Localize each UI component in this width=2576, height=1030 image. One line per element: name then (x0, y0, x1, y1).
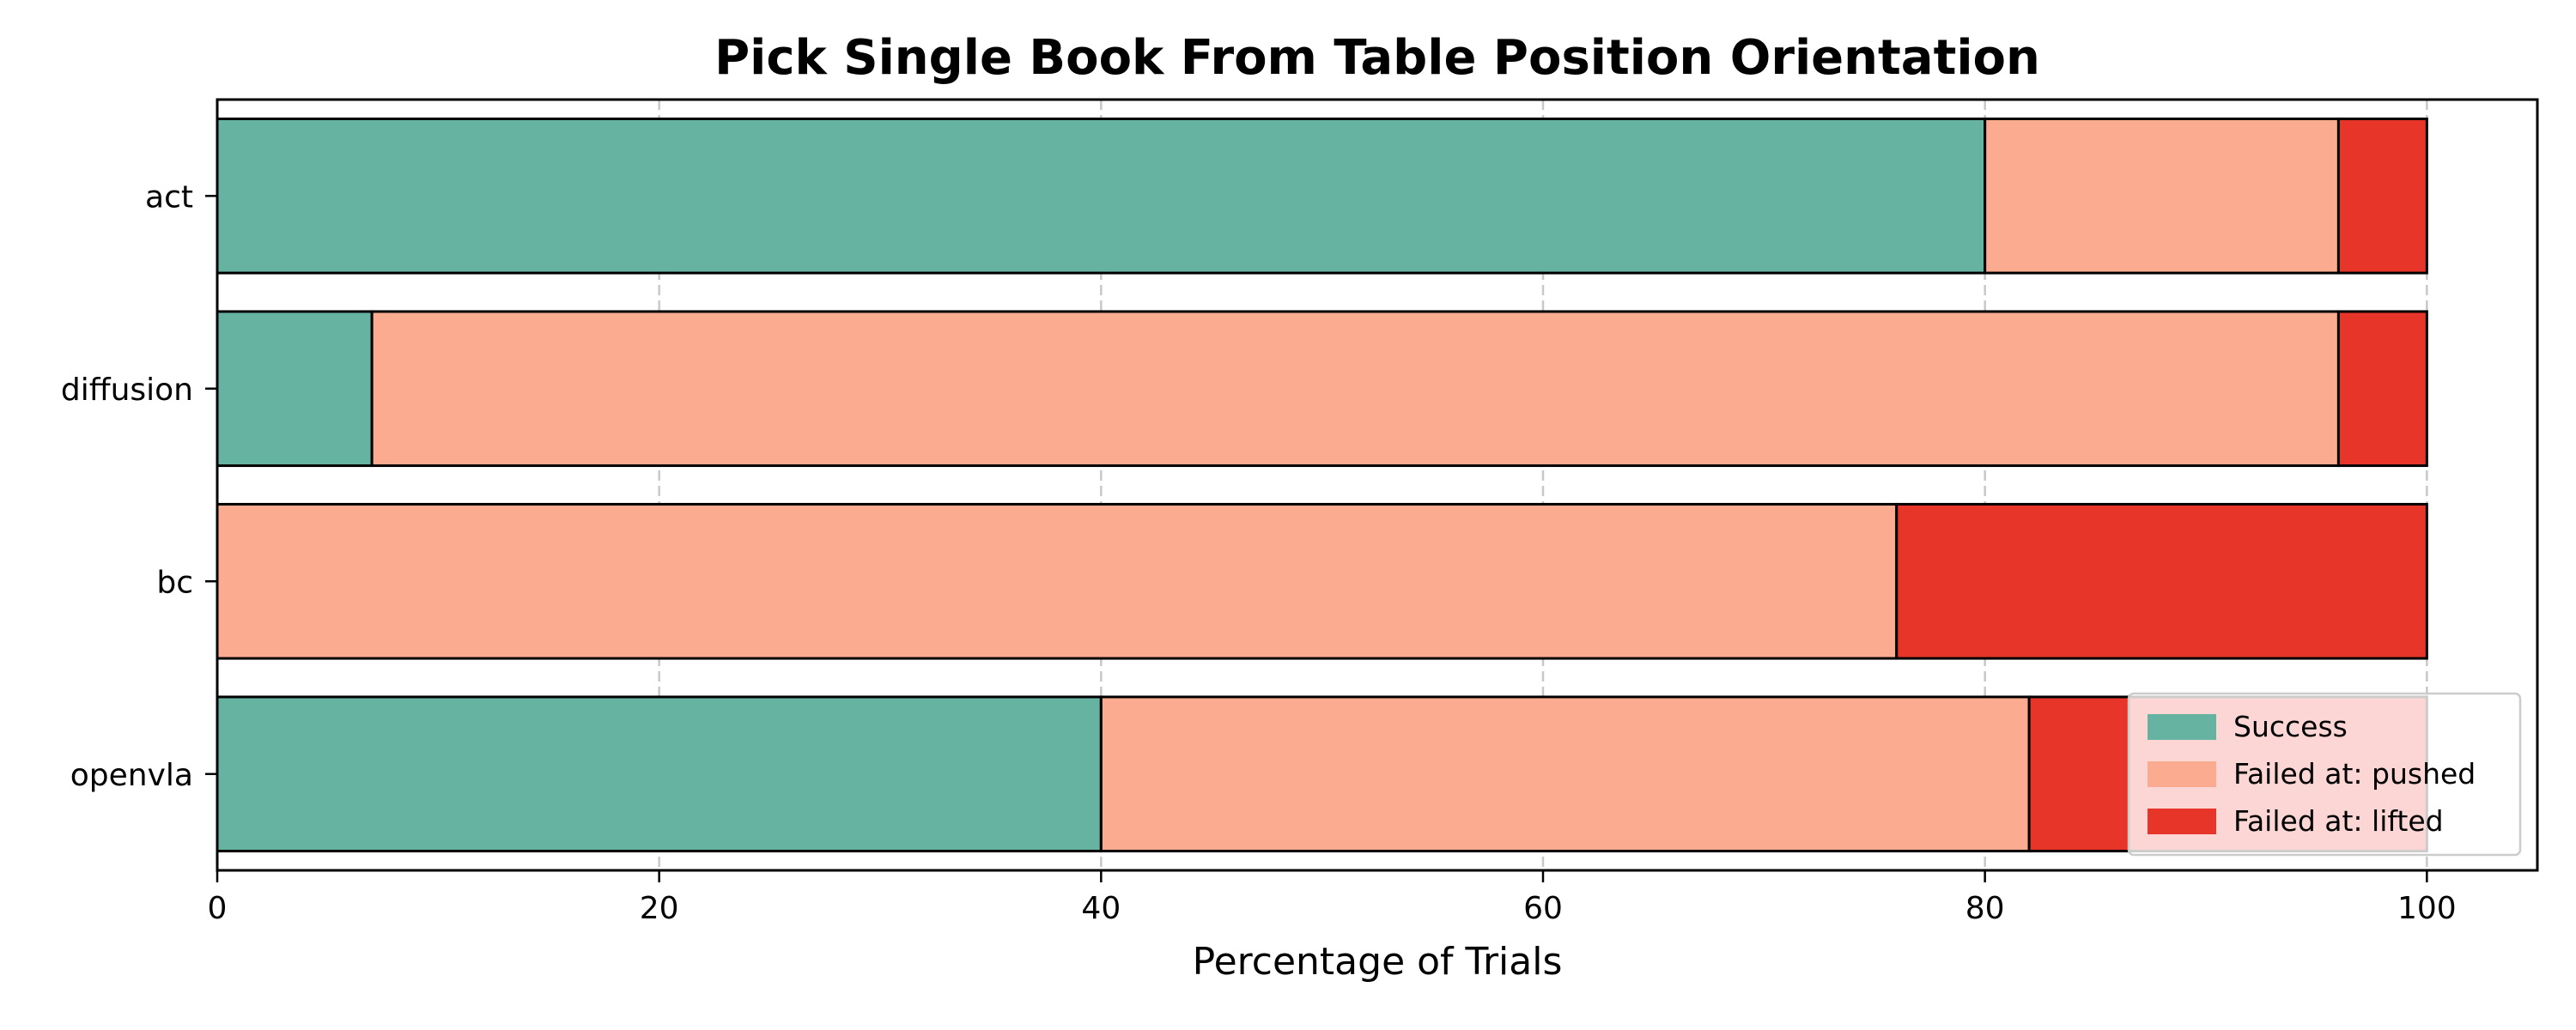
chart-title: Pick Single Book From Table Position Ori… (714, 30, 2040, 86)
legend-swatch (2148, 761, 2216, 787)
legend-label: Success (2233, 710, 2348, 743)
y-tick-label-openvla: openvla (70, 758, 193, 793)
x-tick-label: 60 (1523, 891, 1563, 926)
bar-segment-act-series-2 (2336, 117, 2428, 275)
legend: Success Failed at: pushed Failed at: lifte… (2127, 692, 2522, 857)
bar-segment-diffusion-series-1 (370, 310, 2340, 468)
y-tick-label-act: act (145, 179, 193, 215)
legend-swatch (2148, 809, 2216, 834)
x-tick-label: 20 (640, 891, 679, 926)
bar-segment-bc-series-2 (1895, 502, 2428, 660)
bar-segment-openvla-series-1 (1099, 695, 2031, 853)
y-tick-label-diffusion: diffusion (61, 373, 193, 408)
x-axis: 0 20 40 60 80 100 (208, 870, 2457, 926)
x-axis-label: Percentage of Trials (1193, 940, 1563, 984)
bars (216, 117, 2428, 853)
bar-segment-diffusion-series-2 (2336, 310, 2428, 468)
bar-segment-diffusion-series-0 (216, 310, 374, 468)
x-tick-label: 80 (1965, 891, 2005, 926)
legend-box (2127, 692, 2522, 857)
bar-segment-openvla-series-0 (216, 695, 1103, 853)
y-tick-label-bc: bc (156, 565, 193, 600)
x-tick-label: 40 (1081, 891, 1121, 926)
bar-segment-act-series-1 (1984, 117, 2340, 275)
plot-frame (216, 98, 2539, 872)
x-tick-label: 100 (2397, 891, 2457, 926)
legend-label: Failed at: pushed (2233, 757, 2476, 791)
y-axis: act diffusion bc openvla (61, 179, 217, 793)
legend-label: Failed at: lifted (2233, 804, 2444, 838)
bar-segment-bc-series-1 (216, 502, 1899, 660)
legend-swatch (2148, 714, 2216, 740)
x-tick-label: 0 (208, 891, 228, 926)
bar-segment-act-series-0 (216, 117, 1987, 275)
